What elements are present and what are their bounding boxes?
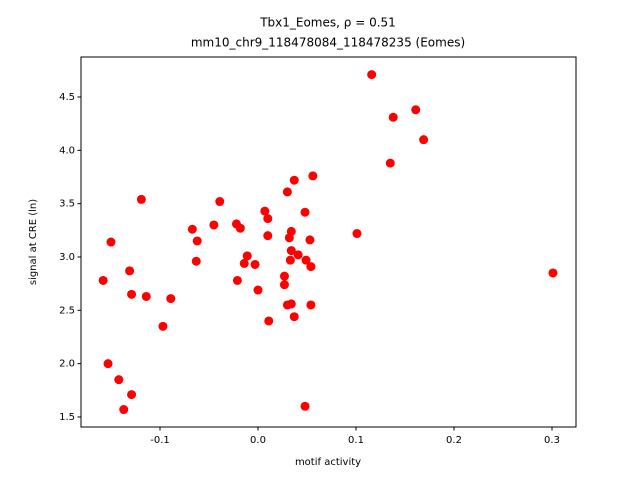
point [264,316,274,326]
point [232,275,242,285]
y-tick-label: 4.5 [59,92,75,103]
point [250,259,260,269]
point [166,294,176,304]
point [282,300,292,310]
point [263,214,273,224]
y-tick-label: 2.0 [59,359,75,370]
point [136,194,146,204]
point [367,70,377,80]
point [119,405,129,415]
point [284,233,294,243]
point [106,237,116,247]
plot-frame [80,56,577,428]
point [114,375,124,385]
point [103,359,113,369]
x-axis-label: motif activity [295,457,361,468]
x-tick-label: 0.1 [348,435,364,446]
point [419,135,429,145]
point [548,268,558,278]
point [289,312,299,322]
point [300,207,310,217]
point [209,220,219,230]
point [300,401,310,411]
point [260,206,270,216]
point [286,246,296,256]
x-tick-label: -0.1 [150,435,170,446]
point [263,231,273,241]
point [279,271,289,281]
point [253,285,263,295]
point [125,266,135,276]
point [235,223,245,233]
point [301,255,311,265]
point [192,236,202,246]
chart-subtitle: mm10_chr9_118478084_118478235 (Eomes) [191,36,465,50]
y-tick-label: 4.0 [59,145,75,156]
point [388,112,398,122]
point [282,187,292,197]
y-tick-label: 3.5 [59,199,75,210]
point [385,158,395,168]
point [127,289,137,299]
x-tick-label: 0.3 [544,435,560,446]
y-axis-label: signal at CRE (ln) [28,199,39,285]
point [306,300,316,310]
point [352,229,362,239]
point [293,250,303,260]
point [141,291,151,301]
point [239,258,249,268]
y-tick-label: 2.5 [59,305,75,316]
point [285,255,295,265]
y-tick-label: 1.5 [59,412,75,423]
point [279,280,289,290]
x-tick-label: 0.0 [250,435,266,446]
chart-title: Tbx1_Eomes, ρ = 0.51 [259,16,396,30]
point [215,197,225,207]
y-tick-label: 3.0 [59,252,75,263]
point [191,256,201,266]
point [242,251,252,261]
point [308,171,318,181]
x-tick-label: 0.2 [446,435,462,446]
point [411,105,421,115]
point [98,275,108,285]
point [158,321,168,331]
point [187,224,197,234]
point [306,262,316,272]
point [127,390,137,400]
point [289,175,299,185]
point [305,235,315,245]
